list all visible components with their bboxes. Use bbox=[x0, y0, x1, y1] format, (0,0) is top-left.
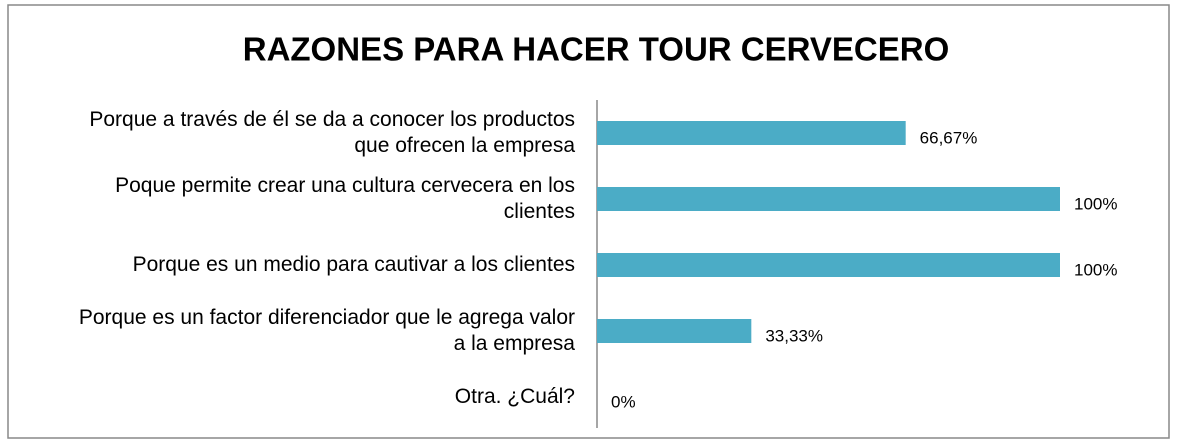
category-label: Poque permite crear una cultura cervecer… bbox=[40, 166, 575, 232]
chart-border bbox=[7, 4, 1170, 439]
data-label: 100% bbox=[1074, 260, 1117, 279]
data-label: 100% bbox=[1074, 194, 1117, 213]
data-label: 66,67% bbox=[920, 128, 978, 147]
data-label: 33,33% bbox=[765, 326, 823, 345]
bar bbox=[597, 121, 906, 145]
bar bbox=[597, 319, 752, 343]
category-text: Porque es un factor diferenciador que le… bbox=[78, 306, 575, 355]
category-text: Poque permite crear una cultura cervecer… bbox=[115, 174, 575, 223]
category-label: Porque es un medio para cautivar a los c… bbox=[40, 232, 575, 298]
category-label: Otra. ¿Cuál? bbox=[40, 364, 575, 430]
chart-title: RAZONES PARA HACER TOUR CERVECERO bbox=[243, 31, 950, 68]
category-label: Porque es un factor diferenciador que le… bbox=[40, 298, 575, 364]
category-text: Porque a través de él se da a conocer lo… bbox=[89, 108, 575, 157]
bar bbox=[597, 187, 1060, 211]
category-label: Porque a través de él se da a conocer lo… bbox=[40, 100, 575, 166]
bar bbox=[597, 253, 1060, 277]
data-label: 0% bbox=[611, 392, 636, 411]
category-text: Otra. ¿Cuál? bbox=[454, 385, 575, 408]
category-text: Porque es un medio para cautivar a los c… bbox=[132, 253, 575, 276]
